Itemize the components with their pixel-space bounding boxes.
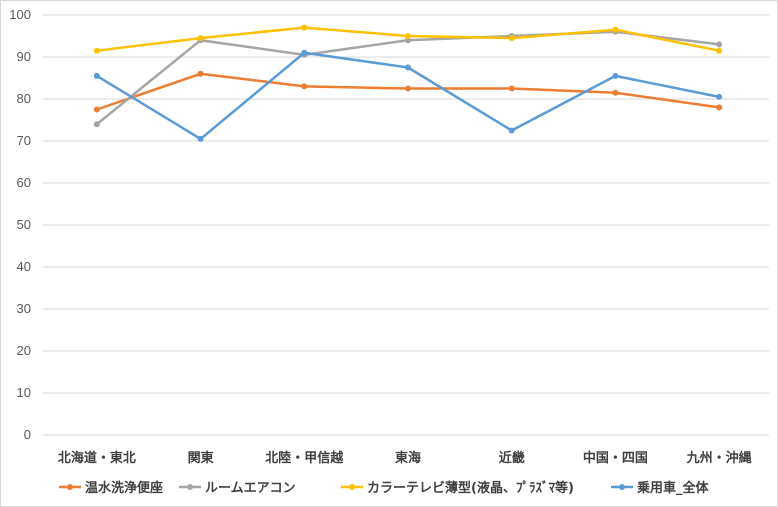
x-category-label: 近畿	[499, 450, 525, 466]
x-category-label: 北海道・東北	[58, 450, 136, 466]
data-point	[612, 72, 619, 79]
x-category-label: 東海	[395, 450, 421, 466]
legend-marker	[67, 484, 73, 490]
data-point	[197, 35, 204, 42]
legend-marker	[619, 484, 625, 490]
data-point	[93, 47, 100, 54]
x-category-label: 北陸・甲信越	[265, 450, 344, 466]
gridlines	[43, 14, 769, 436]
data-point	[301, 24, 308, 31]
y-tick-label: 10	[17, 385, 31, 400]
x-category-label: 中国・四国	[583, 450, 648, 466]
y-tick-label: 100	[9, 7, 31, 22]
y-tick-label: 90	[17, 49, 31, 64]
y-tick-label: 20	[17, 343, 31, 358]
legend-marker	[349, 484, 355, 490]
data-point	[405, 37, 411, 44]
data-point	[301, 49, 308, 56]
data-point	[508, 85, 515, 92]
legend: 温水洗浄便座 ルームエアコン カラーテレビ薄型(液晶、ﾌﾟﾗｽﾞﾏ等) 乗用車_全体	[59, 480, 710, 496]
legend-label: 乗用車_全体	[636, 480, 710, 496]
data-point	[197, 70, 204, 77]
x-category-label: 九州・沖縄	[686, 450, 752, 466]
data-point	[716, 41, 723, 48]
legend-marker	[187, 484, 193, 490]
data-point	[508, 127, 515, 134]
y-tick-label: 50	[17, 217, 31, 232]
legend-label: カラーテレビ薄型(液晶、ﾌﾟﾗｽﾞﾏ等)	[367, 480, 574, 496]
data-point	[405, 33, 411, 39]
data-point	[716, 104, 723, 111]
data-point	[508, 35, 515, 42]
series-lines	[93, 24, 723, 142]
y-axis-ticks: 0 10 20 30 40 50 60 70 80 90 100	[9, 7, 31, 442]
data-point	[93, 106, 100, 113]
data-point	[93, 72, 100, 79]
legend-label: 温水洗浄便座	[85, 480, 163, 496]
data-point	[197, 135, 204, 142]
legend-label: ルームエアコン	[205, 481, 296, 496]
data-point	[405, 85, 411, 92]
y-tick-label: 70	[17, 133, 31, 148]
data-point	[716, 47, 723, 54]
y-tick-label: 40	[17, 259, 31, 274]
data-point	[612, 89, 619, 96]
data-point	[93, 121, 100, 128]
data-point	[301, 83, 308, 90]
data-point	[716, 93, 723, 100]
y-tick-label: 30	[17, 301, 31, 316]
data-point	[405, 64, 411, 71]
x-category-label: 関東	[188, 450, 214, 466]
y-tick-label: 80	[17, 91, 31, 106]
x-axis-categories: 北海道・東北 関東 北陸・甲信越 東海 近畿 中国・四国 九州・沖縄	[58, 450, 752, 466]
y-tick-label: 0	[24, 427, 31, 442]
y-tick-label: 60	[17, 175, 31, 190]
data-point	[612, 26, 619, 33]
